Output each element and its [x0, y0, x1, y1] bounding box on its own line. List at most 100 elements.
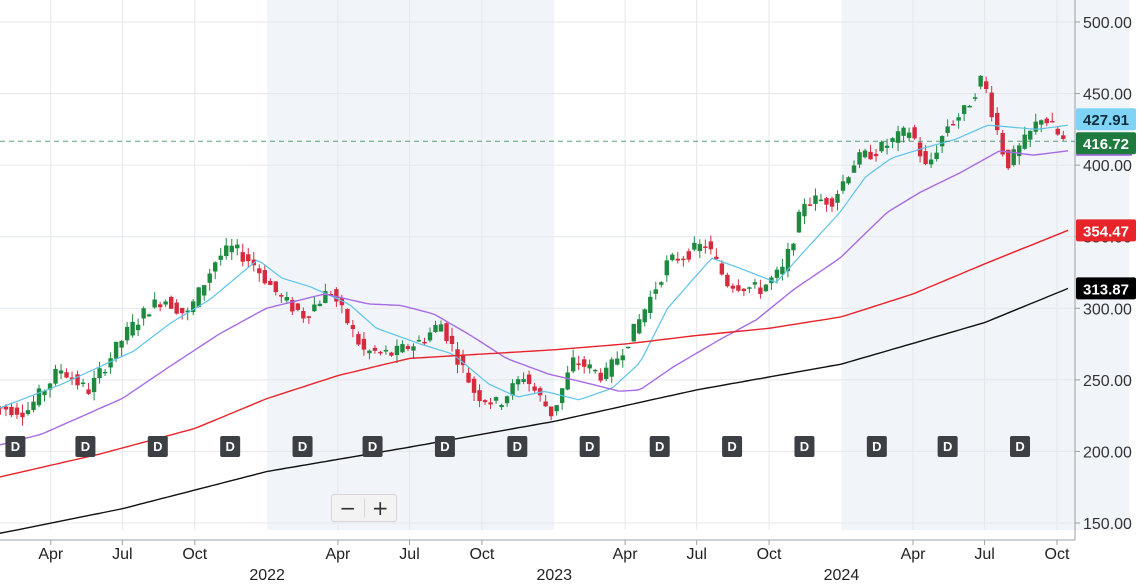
candle-175	[956, 113, 961, 129]
candle-160	[873, 148, 879, 162]
candle-3	[9, 402, 14, 418]
candle-body-17	[86, 389, 91, 394]
candle-body-92	[499, 404, 504, 408]
candle-74	[400, 340, 405, 354]
candle-body-167	[912, 127, 917, 139]
candle-121	[659, 281, 664, 288]
event-marker-0: D	[5, 436, 26, 457]
candle-body-171	[934, 152, 939, 160]
price-tag-0: 427.91	[1076, 108, 1136, 131]
candle-body-151	[824, 198, 829, 205]
price-label-4: 300.00	[1083, 301, 1132, 318]
candle-body-21	[108, 358, 113, 368]
candle-body-124	[675, 258, 680, 261]
candle-body-100	[543, 401, 548, 407]
month-label-3: Apr	[325, 546, 351, 563]
candle-body-81	[438, 324, 444, 332]
candle-body-71	[383, 349, 389, 352]
candle-body-181	[989, 92, 994, 118]
candle-body-102	[554, 405, 559, 412]
candle-body-43	[229, 245, 234, 253]
candle-153	[835, 190, 840, 211]
candle-39	[207, 268, 212, 291]
candle-body-8	[36, 388, 42, 406]
candle-body-90	[488, 402, 493, 405]
candle-body-143	[780, 266, 785, 275]
candle-30	[157, 301, 163, 312]
candle-135	[736, 279, 741, 293]
zoom-controls: − +	[331, 494, 397, 522]
candle-34	[179, 307, 185, 320]
price-label-1: 450.00	[1083, 87, 1132, 104]
candle-142	[774, 266, 780, 284]
candle-37	[196, 286, 201, 308]
candle-body-54	[290, 300, 295, 312]
month-label-5: Oct	[469, 546, 494, 563]
candle-body-36	[190, 301, 196, 313]
event-label-11: D	[800, 439, 809, 454]
candle-body-137	[747, 287, 752, 289]
candle-body-23	[119, 340, 124, 348]
candle-body-51	[273, 281, 278, 293]
candle-158	[862, 148, 868, 159]
candle-body-188	[1028, 130, 1033, 140]
candle-body-104	[565, 372, 570, 390]
candle-77	[416, 335, 422, 342]
candle-189	[1033, 113, 1038, 135]
candle-159	[868, 144, 873, 160]
candle-13	[64, 368, 69, 379]
candle-43	[229, 239, 234, 261]
candle-body-39	[207, 273, 212, 283]
candle-101	[548, 406, 554, 421]
candle-body-67	[361, 338, 367, 350]
candle-body-96	[521, 379, 526, 382]
candle-body-29	[152, 299, 157, 308]
candle-165	[901, 126, 906, 143]
event-label-7: D	[513, 439, 522, 454]
event-marker-7: D	[507, 436, 528, 457]
year-label-1: 2022	[249, 567, 285, 584]
candle-body-163	[890, 138, 895, 142]
candle-115	[626, 346, 631, 349]
candle-141	[769, 275, 774, 290]
candle-body-166	[906, 132, 912, 138]
event-marker-1: D	[75, 436, 96, 457]
candle-147	[802, 198, 807, 225]
candle-5	[20, 404, 25, 426]
candle-body-44	[235, 244, 240, 249]
ma-200-line	[0, 287, 1069, 534]
candle-86	[466, 367, 471, 384]
candle-177	[967, 104, 972, 108]
candle-132	[719, 260, 725, 276]
event-label-12: D	[872, 439, 881, 454]
candle-body-5	[20, 412, 25, 418]
candle-body-94	[510, 383, 515, 396]
zoom-in-button[interactable]: +	[365, 495, 397, 521]
candle-81	[438, 320, 444, 332]
price-axis: 500.00450.00400.00350.00300.00250.00200.…	[1074, 0, 1132, 540]
candle-146	[796, 209, 802, 233]
candle-120	[653, 281, 658, 300]
price-label-5: 250.00	[1083, 373, 1132, 390]
candle-body-117	[637, 319, 642, 334]
candle-112	[609, 357, 614, 383]
candle-164	[895, 125, 901, 152]
candle-body-66	[356, 334, 361, 345]
zoom-out-button[interactable]: −	[332, 495, 364, 521]
candle-114	[620, 348, 625, 368]
candle-body-42	[224, 245, 229, 257]
candle-body-74	[400, 344, 405, 353]
time-axis: AprJulOctAprJulOctAprJulOctAprJulOct2120…	[0, 539, 1075, 584]
candle-body-146	[796, 211, 802, 233]
candle-body-63	[339, 298, 345, 306]
price-tag-bg-2	[1076, 219, 1136, 242]
candle-33	[174, 299, 179, 315]
candle-98	[532, 382, 537, 393]
candle-body-50	[268, 280, 273, 285]
candle-106	[576, 355, 581, 371]
candle-body-18	[91, 377, 97, 393]
event-marker-12: D	[866, 436, 887, 457]
candle-125	[681, 255, 686, 267]
event-badge-1	[75, 436, 96, 457]
